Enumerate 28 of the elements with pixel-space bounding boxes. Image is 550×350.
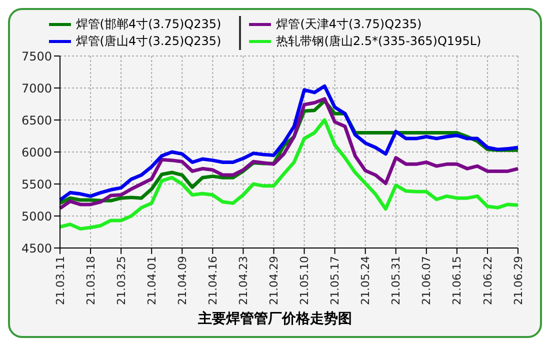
x-tick-label: 21.06.15 [450, 256, 464, 305]
text: 主要焊管管厂价格走势图 [197, 310, 353, 328]
legend-label: 焊管(邯郸4寸(3.75)Q235) [74, 16, 222, 33]
y-tick-label: 5000 [21, 209, 52, 224]
x-tick-label: 21.04.23 [237, 256, 250, 305]
legend-label: 焊管(唐山4寸(3.25)Q235) [74, 33, 222, 50]
x-tick-label: 21.06.07 [420, 256, 434, 305]
x-tick-label: 21.04.29 [268, 256, 281, 305]
x-tick-label: 21.06.29 [512, 256, 525, 305]
x-tick-label: 21.03.11 [54, 256, 67, 305]
x-tick-label: 21.04.09 [176, 256, 189, 305]
x-tick-label: 21.05.10 [298, 256, 312, 305]
x-tick-label: 21.03.18 [84, 256, 98, 305]
y-tick-label: 7500 [21, 49, 52, 64]
x-tick-label: 21.03.25 [114, 256, 128, 305]
x-tick-label: 21.04.16 [206, 256, 220, 305]
x-tick-label: 21.05.24 [359, 256, 372, 305]
legend-label: 热轧带钢(唐山2.5*(335-365)Q195L) [239, 33, 482, 50]
y-tick-label: 6000 [21, 145, 52, 160]
legend-label: 焊管(天津4寸(3.75)Q235) [239, 16, 482, 33]
x-tick-label: 21.05.17 [328, 256, 342, 305]
y-tick-label: 4500 [21, 241, 52, 256]
x-tick-label: 21.04.01 [145, 256, 158, 305]
y-tick-label: 7000 [21, 81, 52, 96]
y-tick-label: 6500 [21, 113, 52, 128]
x-tick-label: 21.06.22 [481, 256, 494, 305]
x-tick-label: 21.05.31 [390, 256, 403, 305]
y-tick-label: 5500 [21, 177, 52, 192]
